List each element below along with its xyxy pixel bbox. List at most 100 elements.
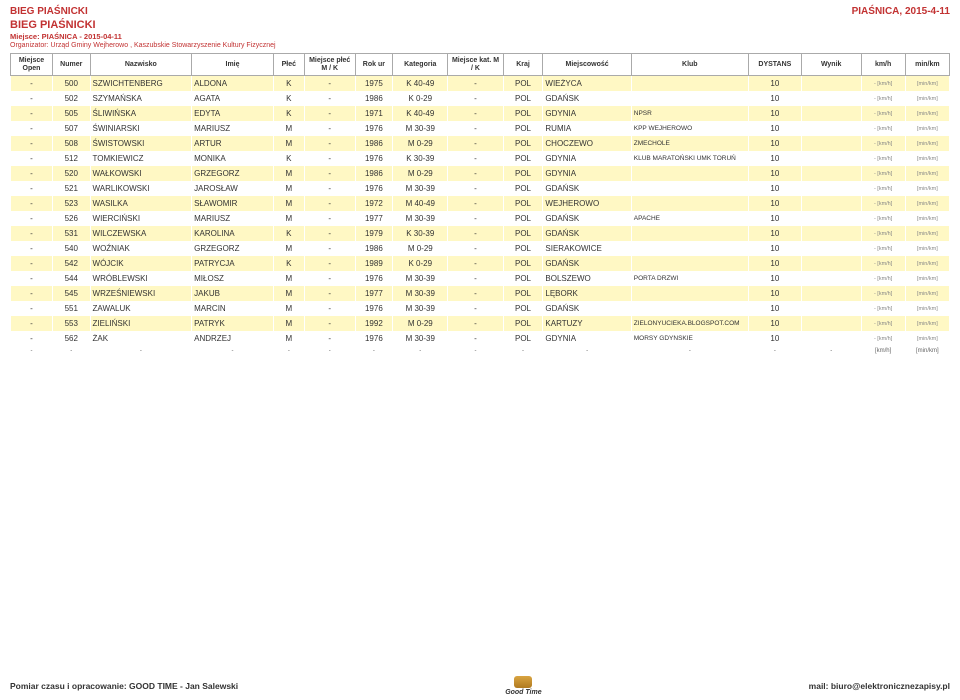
- cell-dys: 10: [748, 211, 801, 226]
- cell-mpl: -: [304, 316, 355, 331]
- cell-naz: SZWICHTENBERG: [90, 76, 192, 92]
- cell-kmh: - [km/h]: [861, 91, 905, 106]
- cell-mpl: -: [304, 136, 355, 151]
- footer-cell: -: [90, 346, 192, 356]
- cell-kat: K 30-39: [393, 226, 448, 241]
- cell-open: -: [11, 106, 53, 121]
- cell-klub: PORTA DRZWI: [631, 271, 748, 286]
- cell-msc: GDYNIA: [543, 106, 631, 121]
- cell-rok: 1976: [355, 331, 393, 346]
- column-header: Miejscowość: [543, 54, 631, 76]
- cell-msc: CHOCZEWO: [543, 136, 631, 151]
- cell-kat: M 30-39: [393, 286, 448, 301]
- cell-klub: ZMECHOLE: [631, 136, 748, 151]
- cell-wyn: [801, 106, 861, 121]
- cell-num: 500: [52, 76, 90, 92]
- cell-wyn: [801, 166, 861, 181]
- cell-kat: M 40-49: [393, 196, 448, 211]
- cell-kat: M 30-39: [393, 211, 448, 226]
- cell-dys: 10: [748, 196, 801, 211]
- cell-mkat: -: [448, 316, 503, 331]
- cell-mkat: -: [448, 256, 503, 271]
- cell-kat: K 40-49: [393, 76, 448, 92]
- table-row: -562ŻAKANDRZEJM-1976M 30-39-POLGDYNIAMOR…: [11, 331, 950, 346]
- cell-plec: K: [273, 256, 304, 271]
- cell-rok: 1976: [355, 121, 393, 136]
- cell-kmh: - [km/h]: [861, 166, 905, 181]
- footer-logo: Good Time: [505, 676, 541, 696]
- table-row: -508ŚWISTOWSKIARTURM-1986M 0-29-POLCHOCZ…: [11, 136, 950, 151]
- cell-open: -: [11, 181, 53, 196]
- cell-wyn: [801, 226, 861, 241]
- cell-kraj: POL: [503, 136, 543, 151]
- column-header: Rok ur: [355, 54, 393, 76]
- column-header: Miejsce płeć M / K: [304, 54, 355, 76]
- cell-kraj: POL: [503, 316, 543, 331]
- cell-mink: [min/km]: [905, 331, 949, 346]
- cell-kraj: POL: [503, 331, 543, 346]
- cell-mink: [min/km]: [905, 166, 949, 181]
- cell-wyn: [801, 286, 861, 301]
- cell-rok: 1986: [355, 241, 393, 256]
- cell-klub: [631, 196, 748, 211]
- cell-dys: 10: [748, 316, 801, 331]
- cell-num: 562: [52, 331, 90, 346]
- cell-kraj: POL: [503, 91, 543, 106]
- column-header: Kraj: [503, 54, 543, 76]
- cell-mkat: -: [448, 106, 503, 121]
- cell-open: -: [11, 136, 53, 151]
- cell-wyn: [801, 211, 861, 226]
- cell-naz: WAŁKOWSKI: [90, 166, 192, 181]
- cell-mpl: -: [304, 226, 355, 241]
- footer-cell: -: [192, 346, 274, 356]
- cell-plec: M: [273, 136, 304, 151]
- cell-mpl: -: [304, 121, 355, 136]
- cell-msc: GDAŃSK: [543, 181, 631, 196]
- cell-plec: M: [273, 211, 304, 226]
- cell-num: 531: [52, 226, 90, 241]
- cell-mkat: -: [448, 181, 503, 196]
- cell-klub: [631, 166, 748, 181]
- column-header: Miejsce Open: [11, 54, 53, 76]
- column-header: Klub: [631, 54, 748, 76]
- cell-open: -: [11, 211, 53, 226]
- cell-mkat: -: [448, 136, 503, 151]
- cell-num: 512: [52, 151, 90, 166]
- footer-cell: -: [543, 346, 631, 356]
- cell-dys: 10: [748, 76, 801, 92]
- column-header: Miejsce kat. M / K: [448, 54, 503, 76]
- cell-naz: ŚWISTOWSKI: [90, 136, 192, 151]
- cell-imie: MARCIN: [192, 301, 274, 316]
- cell-kraj: POL: [503, 226, 543, 241]
- table-row: -520WAŁKOWSKIGRZEGORZM-1986M 0-29-POLGDY…: [11, 166, 950, 181]
- cell-open: -: [11, 226, 53, 241]
- cell-num: 521: [52, 181, 90, 196]
- cell-open: -: [11, 286, 53, 301]
- cell-dys: 10: [748, 151, 801, 166]
- footer-cell: -: [631, 346, 748, 356]
- cell-mink: [min/km]: [905, 256, 949, 271]
- cell-klub: [631, 76, 748, 92]
- cell-msc: GDAŃSK: [543, 211, 631, 226]
- cell-mpl: -: [304, 331, 355, 346]
- cell-kraj: POL: [503, 106, 543, 121]
- cell-naz: WRÓBLEWSKI: [90, 271, 192, 286]
- cell-rok: 1975: [355, 76, 393, 92]
- footer-cell: -: [11, 346, 53, 356]
- cell-naz: TOMKIEWICZ: [90, 151, 192, 166]
- cell-mink: [min/km]: [905, 286, 949, 301]
- cell-kmh: - [km/h]: [861, 136, 905, 151]
- cell-kmh: - [km/h]: [861, 331, 905, 346]
- cell-msc: SIERAKOWICE: [543, 241, 631, 256]
- cell-num: 540: [52, 241, 90, 256]
- cell-klub: [631, 301, 748, 316]
- cell-kmh: - [km/h]: [861, 241, 905, 256]
- cell-kat: M 30-39: [393, 331, 448, 346]
- cell-num: 505: [52, 106, 90, 121]
- cell-rok: 1971: [355, 106, 393, 121]
- results-table: Miejsce OpenNumerNazwiskoImięPłećMiejsce…: [10, 53, 950, 356]
- cell-imie: SŁAWOMIR: [192, 196, 274, 211]
- cell-mpl: -: [304, 301, 355, 316]
- cell-klub: NPSR: [631, 106, 748, 121]
- cell-kat: K 0-29: [393, 91, 448, 106]
